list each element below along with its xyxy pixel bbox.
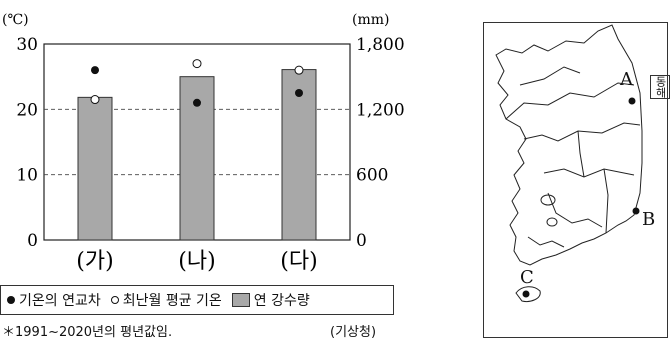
map-outline	[495, 24, 643, 302]
point-a-marker	[628, 97, 636, 105]
point-b-marker	[632, 207, 640, 215]
category-label-0: (가)	[76, 249, 113, 274]
left-tick-label-2: 20	[16, 100, 38, 120]
legend-item-bar: 연 강수량	[231, 290, 310, 310]
open-point-0	[90, 95, 100, 105]
right-tick-label-3: 1,800	[356, 35, 405, 55]
left-unit-label: (℃)	[2, 12, 29, 28]
bar-2	[281, 69, 317, 241]
korea-map: A B C 동해	[483, 22, 670, 338]
climate-chart: 0 10 20 30 0 600 1,200 1,800 (℃) (mm) (가) (나) (다)	[2, 12, 405, 274]
filled-point-1	[193, 98, 201, 107]
legend-open-label: 최난월 평균 기온	[122, 293, 222, 309]
right-tick-label-2: 1,200	[356, 100, 405, 120]
filled-point-0	[91, 66, 99, 75]
filled-point-2	[295, 89, 303, 97]
open-dot-icon	[110, 296, 119, 304]
legend-item-filled: 기온의 연교차	[7, 290, 101, 310]
category-label-2: (다)	[280, 249, 317, 274]
map-label-b: B	[642, 209, 656, 230]
map-label-c: C	[520, 267, 534, 288]
open-point-1	[192, 59, 202, 69]
source-note: (기상청)	[330, 325, 377, 340]
sea-label: 동해	[650, 75, 670, 99]
right-tick-label-0: 0	[356, 231, 367, 251]
left-tick-label-0: 0	[27, 231, 38, 251]
bar-swatch-icon	[231, 293, 250, 307]
right-tick-label-1: 600	[356, 166, 388, 186]
category-label-1: (나)	[178, 249, 215, 274]
point-c-marker	[522, 290, 530, 298]
legend-item-open: 최난월 평균 기온	[110, 290, 222, 310]
left-tick-label-3: 30	[16, 35, 38, 55]
open-point-2	[294, 65, 304, 75]
legend-filled-label: 기온의 연교차	[19, 293, 101, 309]
chart-legend: 기온의 연교차 최난월 평균 기온 연 강수량	[0, 285, 394, 315]
legend-bar-label: 연 강수량	[253, 293, 310, 309]
left-tick-label-1: 10	[16, 166, 38, 186]
map-label-a: A	[620, 69, 633, 90]
bar-0	[77, 96, 113, 241]
footnote: ＊1991~2020년의 평년값임.	[2, 325, 173, 340]
right-unit-label: (mm)	[352, 12, 389, 28]
filled-dot-icon	[7, 296, 15, 304]
